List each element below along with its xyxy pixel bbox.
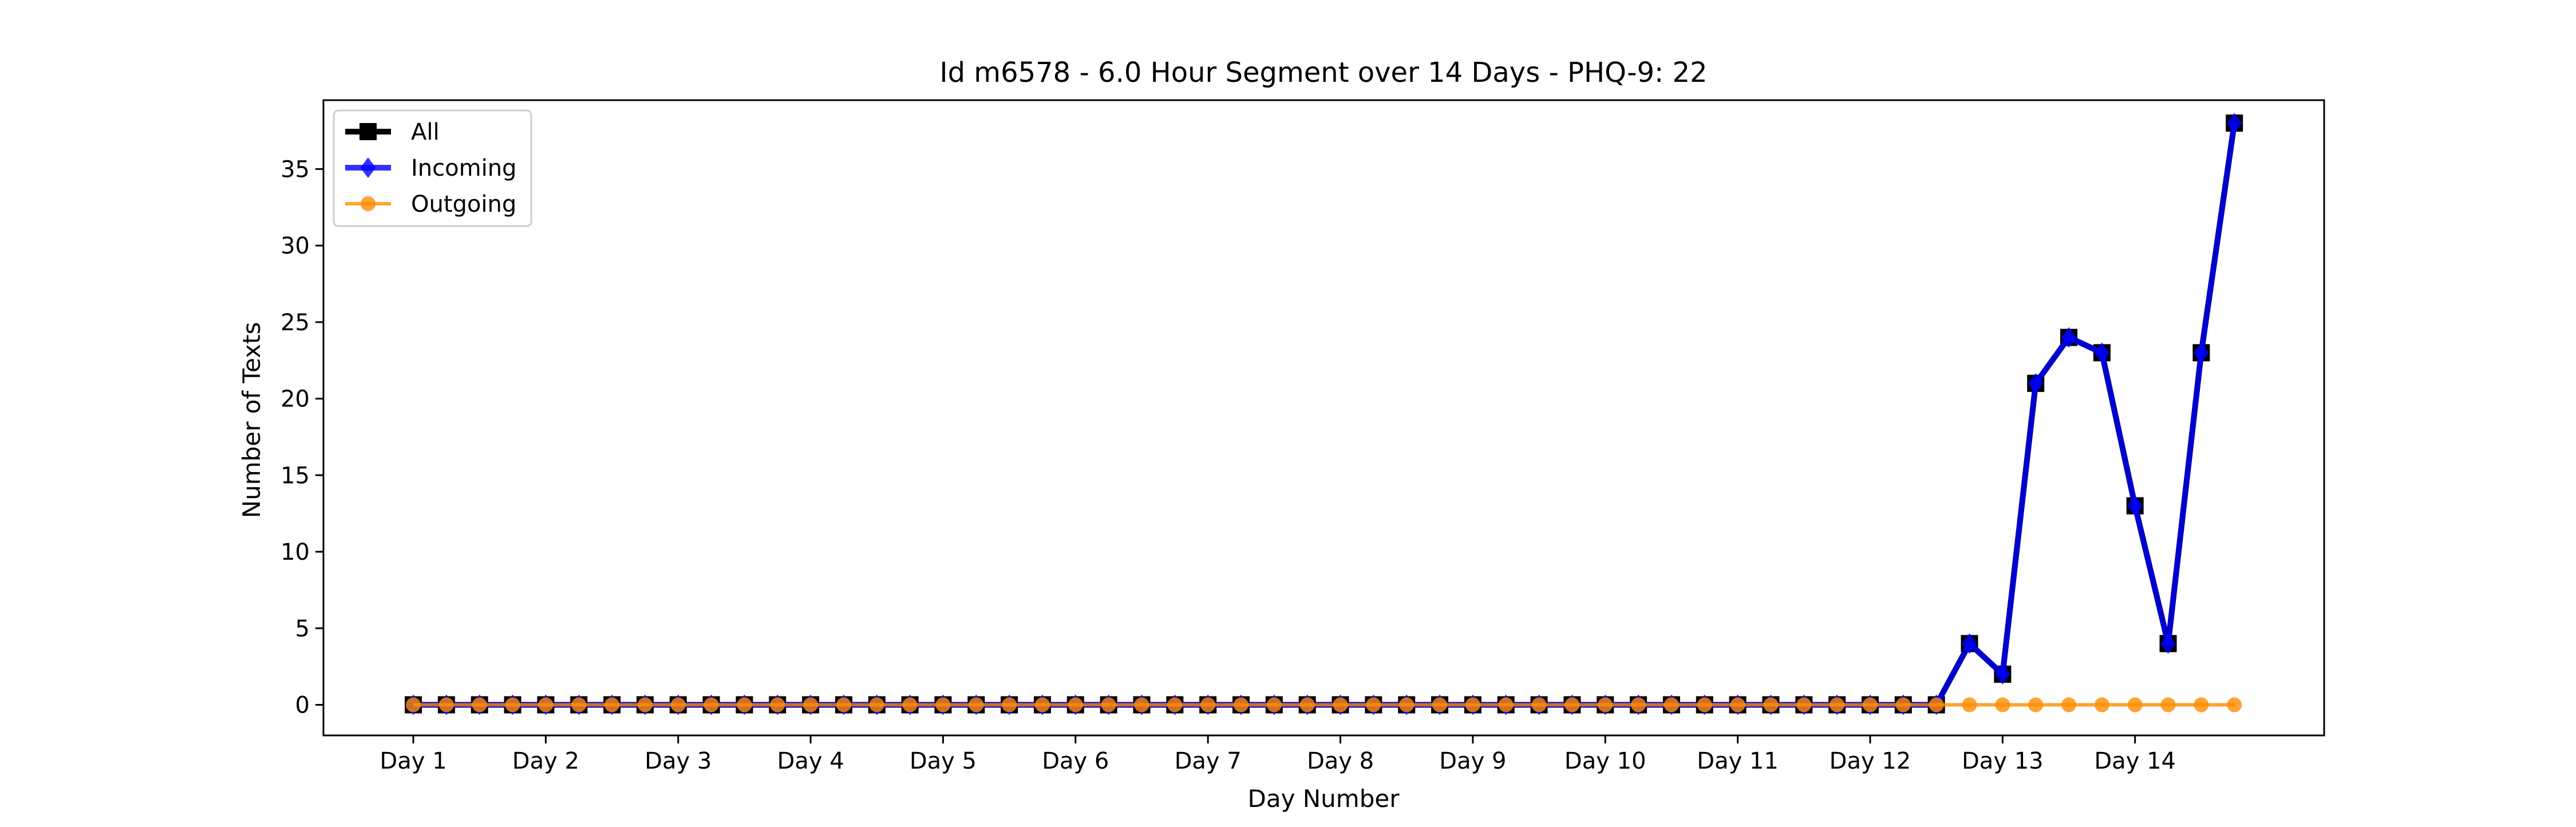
point-outgoing-18 [1002, 698, 1017, 713]
x-tick-label-day-9: Day 9 [1439, 748, 1506, 774]
point-outgoing-51 [2095, 698, 2109, 713]
point-outgoing-53 [2161, 698, 2176, 713]
x-tick-label-day-4: Day 4 [777, 748, 844, 774]
x-tick-label-day-6: Day 6 [1042, 748, 1109, 774]
x-tick-label-day-13: Day 13 [1962, 748, 2044, 774]
x-tick-label-day-5: Day 5 [910, 748, 977, 774]
y-tick-label-35: 35 [280, 156, 310, 183]
y-tick-label-15: 15 [280, 462, 310, 489]
point-outgoing-41 [1763, 698, 1778, 713]
point-outgoing-9 [704, 698, 719, 713]
point-outgoing-32 [1465, 698, 1480, 713]
point-outgoing-27 [1300, 698, 1315, 713]
point-outgoing-28 [1333, 698, 1348, 713]
point-outgoing-29 [1366, 698, 1381, 713]
point-outgoing-14 [870, 698, 884, 713]
x-tick-label-day-8: Day 8 [1307, 748, 1374, 774]
point-outgoing-38 [1664, 698, 1679, 713]
point-outgoing-24 [1200, 698, 1215, 713]
point-outgoing-45 [1896, 698, 1911, 713]
y-tick-label-0: 0 [295, 693, 310, 719]
legend-label-all: All [411, 119, 440, 145]
point-outgoing-40 [1730, 698, 1745, 713]
point-outgoing-21 [1101, 698, 1116, 713]
point-outgoing-2 [472, 698, 487, 713]
point-outgoing-42 [1796, 698, 1811, 713]
point-outgoing-35 [1564, 698, 1579, 713]
point-outgoing-23 [1167, 698, 1182, 713]
point-outgoing-31 [1432, 698, 1447, 713]
point-outgoing-50 [2061, 698, 2076, 713]
point-outgoing-33 [1499, 698, 1514, 713]
y-axis-label: Number of Texts [238, 322, 266, 519]
point-outgoing-48 [1995, 698, 2010, 713]
point-outgoing-4 [538, 698, 553, 713]
point-outgoing-37 [1631, 698, 1646, 713]
point-outgoing-49 [2028, 698, 2043, 713]
point-outgoing-26 [1267, 698, 1282, 713]
point-outgoing-47 [1962, 698, 1977, 713]
point-outgoing-1 [439, 698, 454, 713]
y-tick-label-30: 30 [280, 233, 310, 259]
y-tick-label-10: 10 [280, 539, 310, 565]
point-outgoing-13 [836, 698, 851, 713]
point-outgoing-52 [2128, 698, 2143, 713]
point-outgoing-3 [505, 698, 520, 713]
point-outgoing-15 [903, 698, 918, 713]
point-outgoing-7 [638, 698, 653, 713]
legend-label-incoming: Incoming [411, 155, 516, 181]
legend-label-outgoing: Outgoing [411, 191, 516, 217]
legend: All Incoming Outgoing [334, 110, 531, 226]
x-tick-label-day-2: Day 2 [512, 748, 579, 774]
point-outgoing-16 [935, 698, 950, 713]
legend-marker-outgoing [361, 196, 376, 211]
x-tick-label-day-1: Day 1 [380, 748, 447, 774]
point-outgoing-10 [737, 698, 752, 713]
x-tick-label-day-10: Day 10 [1564, 748, 1646, 774]
point-outgoing-0 [406, 698, 421, 713]
chart-title: Id m6578 - 6.0 Hour Segment over 14 Days… [939, 57, 1707, 89]
point-outgoing-30 [1399, 698, 1414, 713]
point-outgoing-54 [2194, 698, 2208, 713]
point-outgoing-19 [1035, 698, 1050, 713]
point-outgoing-46 [1929, 698, 1944, 713]
point-outgoing-22 [1134, 698, 1149, 713]
point-outgoing-44 [1863, 698, 1878, 713]
point-outgoing-8 [671, 698, 686, 713]
point-outgoing-17 [969, 698, 983, 713]
y-tick-label-20: 20 [280, 386, 310, 413]
y-tick-label-5: 5 [295, 616, 310, 642]
point-outgoing-34 [1532, 698, 1547, 713]
point-outgoing-12 [803, 698, 818, 713]
y-tick-label-25: 25 [280, 310, 310, 336]
x-tick-label-day-14: Day 14 [2094, 748, 2176, 774]
point-outgoing-20 [1068, 698, 1083, 713]
point-outgoing-6 [605, 698, 619, 713]
x-tick-label-day-7: Day 7 [1175, 748, 1242, 774]
x-axis-label: Day Number [1247, 785, 1400, 813]
point-outgoing-55 [2227, 698, 2242, 713]
point-outgoing-11 [770, 698, 785, 713]
x-tick-label-day-3: Day 3 [645, 748, 712, 774]
point-outgoing-5 [571, 698, 586, 713]
point-outgoing-25 [1234, 698, 1249, 713]
legend-marker-all [359, 123, 377, 140]
x-tick-label-day-12: Day 12 [1830, 748, 1911, 774]
x-tick-label-day-11: Day 11 [1697, 748, 1779, 774]
point-outgoing-39 [1697, 698, 1712, 713]
point-outgoing-43 [1830, 698, 1844, 713]
point-outgoing-36 [1598, 698, 1613, 713]
